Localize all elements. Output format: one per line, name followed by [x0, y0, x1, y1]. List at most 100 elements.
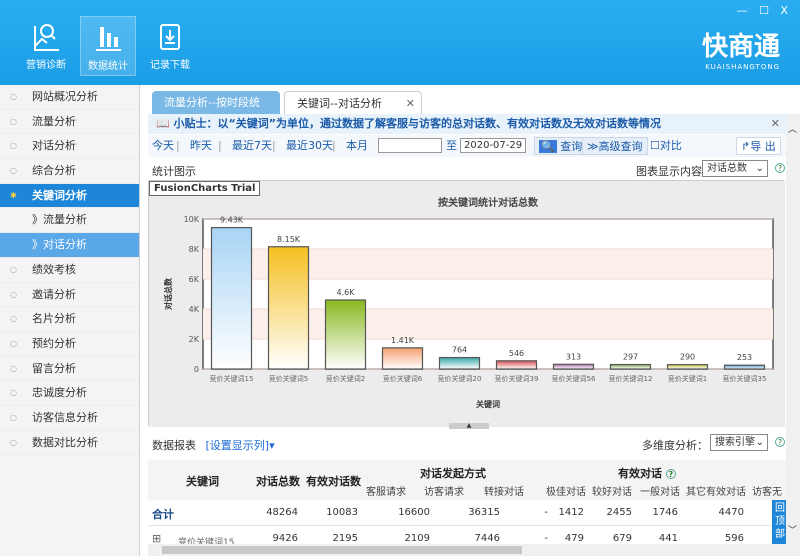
bar[interactable] [438, 356, 481, 370]
col-valid[interactable]: 有效对话数 [306, 475, 361, 488]
compare-checkbox[interactable]: ☐对比 [650, 139, 682, 152]
sidebar-item[interactable]: ○ 网站概况分析 [0, 85, 139, 110]
cell-service-req: 2109 [404, 533, 430, 544]
col-best[interactable]: 极佳对话 [546, 487, 586, 498]
cell-total: 9426 [272, 533, 298, 544]
bar[interactable] [324, 299, 367, 370]
close-tab-icon[interactable]: ✕ [405, 97, 415, 110]
bar[interactable] [609, 363, 652, 370]
tool-record-download[interactable]: 记录下载 [142, 16, 198, 76]
app-header: 营销诊断 数据统计 记录下载 — ☐ X 快商通 KUAISHANGTONG [0, 0, 800, 85]
horizontal-scrollbar[interactable] [148, 544, 786, 556]
bar[interactable] [723, 364, 766, 370]
bar[interactable] [495, 360, 538, 370]
sidebar-item[interactable]: ○ 绩效考核 [0, 258, 139, 283]
export-button[interactable]: ↱导 出 [736, 137, 781, 155]
y-tick-label: 4K [189, 305, 200, 314]
x-tick-label: 竞价关键词5 [269, 374, 308, 383]
col-total[interactable]: 对话总数 [256, 475, 300, 488]
data-label: 9.43K [220, 216, 244, 225]
cell-normal: 441 [658, 533, 678, 544]
scroll-up-icon[interactable]: ︿ [788, 125, 798, 135]
col-transfer[interactable]: 转接对话 [484, 487, 524, 498]
fusioncharts-trial-label: FusionCharts Trial [149, 181, 261, 196]
multi-dimension-select[interactable]: 搜索引擎 ⌄ [710, 434, 768, 451]
col-keyword: 关键词 [186, 475, 219, 488]
col-other[interactable]: 其它有效对话 [686, 487, 746, 498]
tab-traffic-by-time[interactable]: 流量分析--按时段统计 [152, 91, 280, 132]
bar[interactable] [552, 363, 595, 370]
sidebar-item[interactable]: ○ 综合分析 [0, 159, 139, 184]
filter-today[interactable]: 今天 [152, 139, 174, 152]
double-chevron-icon: ≫ [587, 140, 599, 153]
cell-other: 596 [724, 533, 744, 544]
logo: 快商通 KUAISHANGTONG [702, 26, 780, 71]
sidebar-item[interactable]: ○ 预约分析 [0, 332, 139, 357]
filter-bar: 今天 | 昨天 | 最近7天 | 最近30天 | 本月 至 2020-07-29… [148, 135, 788, 157]
bar-stats-icon [96, 27, 121, 51]
cell-good: 679 [612, 533, 632, 544]
sidebar-item[interactable]: ○ 数据对比分析 [0, 431, 139, 456]
query-button[interactable]: 🔍 查询 [534, 137, 588, 155]
close-tip-icon[interactable]: ✕ [770, 117, 780, 130]
scroll-down-icon[interactable]: ﹀ [788, 526, 798, 536]
col-service-request[interactable]: 客服请求 [366, 487, 406, 498]
bar[interactable] [210, 227, 253, 370]
sidebar-item[interactable]: ○ 名片分析 [0, 307, 139, 332]
display-content-label: 图表显示内容 [636, 165, 702, 178]
set-columns-link[interactable]: [设置显示列]▾ [205, 439, 275, 452]
x-tick-label: 竞价关键词20 [438, 374, 482, 383]
scroll-thumb[interactable] [162, 546, 522, 554]
col-normal[interactable]: 一般对话 [640, 487, 680, 498]
data-label: 297 [623, 353, 638, 362]
filter-last-30-days[interactable]: 最近30天 [286, 139, 333, 152]
back-to-top-button[interactable]: 回顶部 [772, 500, 788, 544]
expand-icon[interactable]: ⊞ [152, 532, 162, 545]
data-label: 764 [452, 346, 467, 355]
vertical-scrollbar[interactable]: ︿ ﹀ [786, 114, 800, 556]
bar[interactable] [666, 364, 709, 370]
sidebar-item[interactable]: ○ 留言分析 [0, 357, 139, 382]
col-visitor-none[interactable]: 访客无 [752, 487, 782, 498]
start-date-input[interactable] [378, 138, 442, 153]
x-axis-title: 关键词 [476, 399, 500, 409]
sidebar-item-label: 绩效考核 [32, 262, 76, 276]
logo-text: 快商通 [701, 32, 780, 62]
tab-keyword-dialog[interactable]: 关键词--对话分析 ✕ [284, 91, 422, 114]
filter-last-7-days[interactable]: 最近7天 [232, 139, 272, 152]
col-good[interactable]: 较好对话 [592, 487, 632, 498]
multi-dimension-label: 多维度分析： [642, 439, 708, 452]
x-tick-label: 竞价关键词56 [552, 374, 596, 383]
filter-this-month[interactable]: 本月 [346, 139, 368, 152]
help-icon[interactable]: ? [775, 437, 785, 447]
compare-label: 对比 [659, 139, 682, 152]
sidebar-item[interactable]: ○ 流量分析 [0, 110, 139, 135]
sidebar-item[interactable]: ○ 邀请分析 [0, 283, 139, 308]
advanced-query-button[interactable]: ≫高级查询 [582, 137, 648, 155]
tool-data-stats[interactable]: 数据统计 [80, 16, 136, 76]
help-icon[interactable]: ? [775, 163, 785, 173]
table-row[interactable]: 合计 48264 10083 16600 36315 -1412 2455 1746 4470 [148, 500, 788, 526]
bar[interactable] [267, 246, 310, 370]
tool-marketing-diagnosis[interactable]: 营销诊断 [18, 16, 74, 76]
sidebar-item[interactable]: ○ 访客信息分析 [0, 406, 139, 431]
end-date-input[interactable]: 2020-07-29 [460, 138, 526, 153]
y-axis-title: 对话总数 [163, 277, 173, 310]
display-content-select[interactable]: 对话总数 ⌄ [702, 160, 768, 177]
filter-yesterday[interactable]: 昨天 [190, 139, 212, 152]
bar[interactable] [381, 347, 424, 370]
sidebar-item[interactable]: ○ 对话分析 [0, 134, 139, 160]
col-visitor-request[interactable]: 访客请求 [424, 487, 464, 498]
collapse-chart-handle[interactable]: ▲ [449, 423, 489, 429]
sidebar-item[interactable]: 》流量分析 [0, 208, 139, 234]
sidebar-item-label: 邀请分析 [32, 287, 76, 301]
sidebar-item[interactable]: ○ 忠诚度分析 [0, 381, 139, 406]
sidebar-item[interactable]: ✱ 关键词分析 [0, 183, 139, 209]
tip-bar: 📖 小贴士：以“关键词”为单位，通过数据了解客服与访客的总对话数、有效对话数及无… [148, 114, 788, 134]
sidebar-item[interactable]: 》对话分析 [0, 233, 139, 258]
window-controls[interactable]: — ☐ X [736, 4, 792, 17]
cell-good: 2455 [606, 507, 632, 518]
help-icon[interactable]: ? [665, 469, 676, 479]
bullet-icon: ○ [10, 388, 17, 398]
x-tick-label: 竞价关键词39 [495, 374, 539, 383]
